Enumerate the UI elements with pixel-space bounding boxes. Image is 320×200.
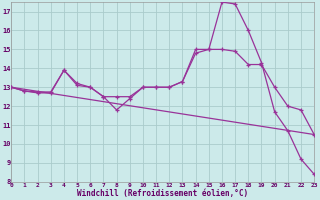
X-axis label: Windchill (Refroidissement éolien,°C): Windchill (Refroidissement éolien,°C)	[77, 189, 248, 198]
